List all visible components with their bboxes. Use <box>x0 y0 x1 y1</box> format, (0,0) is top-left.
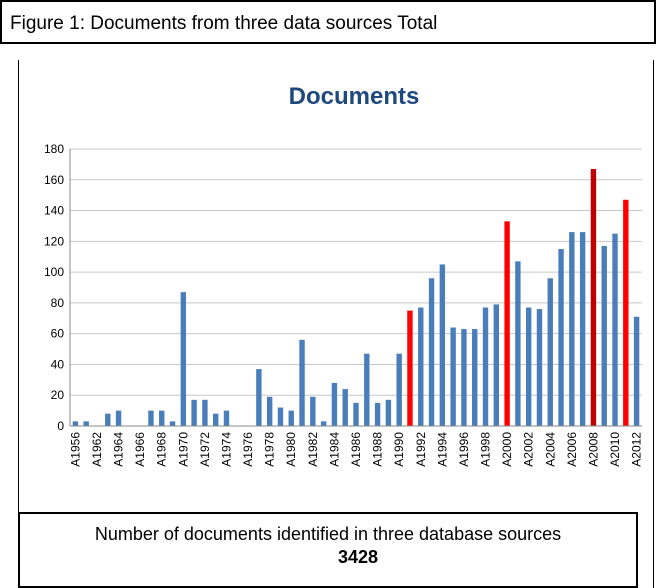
x-tick-label: A2000 <box>500 432 514 467</box>
bar <box>191 399 197 426</box>
y-tick-label: 100 <box>44 265 64 279</box>
x-tick-label: A1996 <box>457 432 471 467</box>
y-tick-label: 180 <box>44 142 64 156</box>
bar <box>223 410 230 426</box>
bar <box>364 353 370 426</box>
bar <box>558 249 564 426</box>
x-tick-label: A1984 <box>327 432 341 467</box>
bar <box>493 304 499 426</box>
x-tick-label: A1966 <box>133 432 147 467</box>
bar <box>256 369 262 426</box>
bar <box>439 264 446 426</box>
x-tick-label: A1998 <box>479 432 493 467</box>
bar <box>504 221 510 426</box>
bar <box>547 278 553 426</box>
x-tick-label: A1988 <box>371 432 385 467</box>
bar <box>450 327 456 426</box>
y-tick-label: 160 <box>44 173 64 187</box>
bar <box>536 309 543 426</box>
bar <box>482 307 489 426</box>
chart-frame <box>18 60 654 588</box>
x-tick-label: A1986 <box>349 432 363 467</box>
y-tick-label: 60 <box>51 327 65 341</box>
x-tick-label: A1994 <box>435 432 449 467</box>
figure-caption: Figure 1: Documents from three data sour… <box>0 0 656 44</box>
bar <box>105 413 111 426</box>
bar <box>385 399 392 426</box>
bar <box>83 421 89 426</box>
bar <box>525 307 532 426</box>
x-tick-label: A1974 <box>219 432 233 467</box>
x-tick-label: A1980 <box>284 432 298 467</box>
x-tick-label: A2002 <box>522 432 536 467</box>
bar <box>299 339 305 426</box>
x-tick-label: A2006 <box>565 432 579 467</box>
x-tick-label: A1964 <box>112 432 126 467</box>
bar <box>374 402 381 426</box>
y-tick-label: 140 <box>44 204 64 218</box>
bar <box>320 421 327 426</box>
note-box: Number of documents identified in three … <box>18 512 638 588</box>
bar <box>472 329 478 426</box>
bar <box>148 410 154 426</box>
x-tick-label: A1992 <box>414 432 428 467</box>
x-tick-label: A1990 <box>392 432 406 467</box>
bar <box>418 307 424 426</box>
bar <box>310 396 316 426</box>
bar <box>180 292 187 426</box>
bar <box>159 410 165 426</box>
x-tick-label: A1956 <box>68 432 82 467</box>
bar <box>115 410 122 426</box>
y-tick-label: 80 <box>51 296 65 310</box>
x-tick-label: A1978 <box>263 432 277 467</box>
y-tick-label: 40 <box>51 357 65 371</box>
y-tick-label: 20 <box>51 388 65 402</box>
x-tick-label: A1976 <box>241 432 255 467</box>
bar <box>266 396 273 426</box>
bar <box>202 399 208 426</box>
note-total: 3428 <box>337 547 379 567</box>
bar <box>72 421 79 426</box>
bar <box>461 329 467 426</box>
note-text: Number of documents identified in three … <box>20 524 636 568</box>
bar <box>407 310 413 426</box>
x-tick-label: A1968 <box>155 432 169 467</box>
bar <box>213 413 219 426</box>
x-tick-label: A1982 <box>306 432 320 467</box>
bar <box>612 233 618 426</box>
bar <box>623 199 629 426</box>
bar <box>633 316 640 426</box>
bar <box>428 278 435 426</box>
bar <box>515 261 521 426</box>
bar <box>331 382 338 426</box>
chart-title: Documents <box>289 83 420 110</box>
x-tick-label: A2012 <box>630 432 644 467</box>
note-label: Number of documents identified in three … <box>94 524 562 544</box>
x-tick-label: A1972 <box>198 432 212 467</box>
bar <box>396 353 402 426</box>
bar <box>590 169 597 426</box>
bar <box>277 407 284 426</box>
bar <box>353 402 359 426</box>
x-tick-label: A1970 <box>176 432 190 467</box>
x-tick-label: A2004 <box>543 432 557 467</box>
y-tick-label: 120 <box>44 234 64 248</box>
x-tick-label: A1962 <box>90 432 104 467</box>
bar <box>288 410 294 426</box>
x-tick-label: A2010 <box>608 432 622 467</box>
bar <box>342 389 348 426</box>
y-tick-label: 0 <box>57 419 64 433</box>
bar <box>601 245 607 426</box>
x-tick-label: A2008 <box>586 432 600 467</box>
bar <box>579 232 586 426</box>
bar <box>569 232 575 426</box>
bar <box>169 421 176 426</box>
